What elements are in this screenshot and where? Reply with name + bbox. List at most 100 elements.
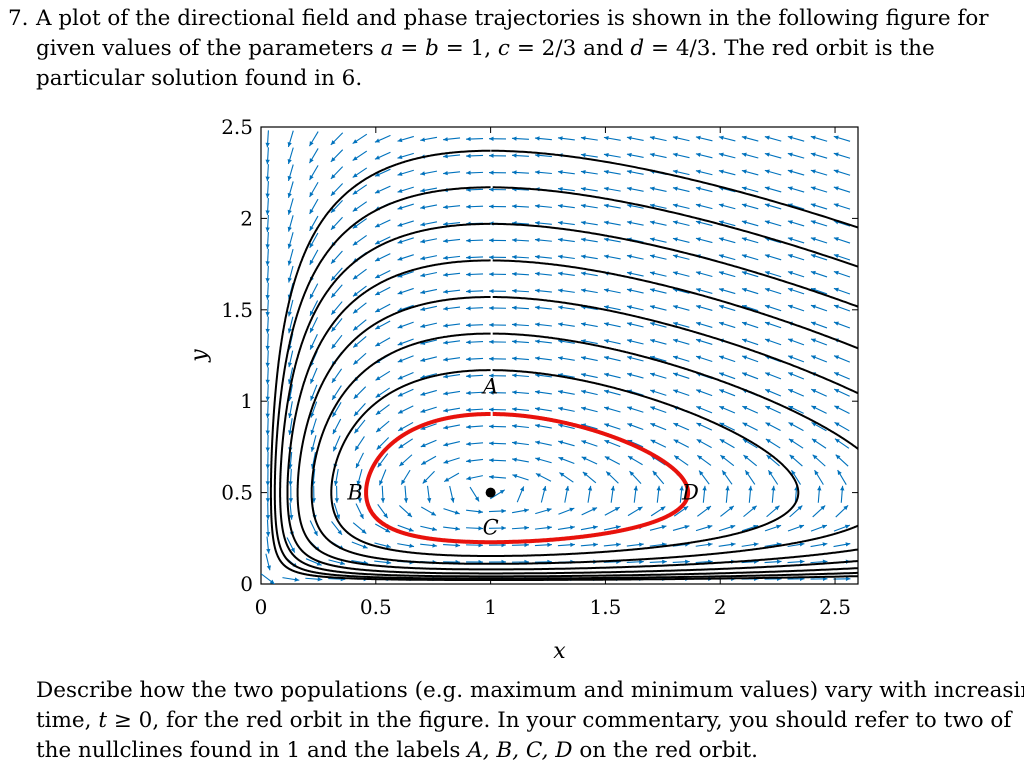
field-arrow: [352, 218, 367, 229]
field-arrow: [511, 237, 529, 243]
field-arrow: [466, 526, 484, 531]
y-tick-label: 0.5: [221, 481, 253, 505]
field-arrow: [488, 339, 507, 345]
field-arrow: [534, 203, 552, 209]
intro-line-1: 7. A plot of the directional field and ph…: [8, 4, 1014, 34]
field-arrow: [718, 203, 736, 210]
field-arrow: [397, 372, 414, 380]
field-arrow: [833, 253, 851, 261]
field-arrow: [696, 422, 713, 431]
field-arrow: [672, 135, 690, 142]
field-arrow: [397, 203, 414, 210]
intro-line-2: given values of the parameters a = b = 1…: [36, 36, 935, 61]
field-arrow: [837, 469, 847, 485]
field-arrow: [310, 418, 317, 435]
field-arrow: [265, 367, 270, 385]
field-arrow: [511, 525, 529, 531]
problem-intro: 7. A plot of the directional field and ph…: [8, 4, 1014, 94]
field-arrow: [397, 388, 414, 397]
field-arrow: [420, 204, 438, 210]
field-arrow: [605, 471, 619, 484]
field-arrow: [558, 456, 575, 464]
field-arrow: [288, 401, 293, 419]
field-arrow: [557, 288, 575, 293]
field-arrow: [331, 334, 343, 350]
field-arrow: [557, 322, 575, 327]
field-arrow: [534, 220, 552, 226]
field-arrow: [580, 237, 598, 243]
field-arrow: [764, 338, 782, 346]
field-arrow: [309, 148, 319, 164]
field-arrow: [791, 469, 801, 485]
y-tick-label: 1: [240, 389, 253, 413]
field-arrow: [511, 407, 529, 412]
orbit-label-b: B: [346, 481, 362, 505]
field-arrow: [741, 169, 759, 176]
field-arrow: [626, 135, 644, 142]
field-arrow: [330, 132, 344, 146]
field-arrow: [420, 455, 437, 466]
field-arrow: [309, 334, 318, 350]
field-arrow: [466, 458, 484, 464]
field-arrow: [330, 284, 343, 299]
field-arrow: [695, 542, 713, 547]
field-arrow: [649, 271, 667, 277]
field-arrow: [673, 422, 690, 431]
field-arrow: [787, 372, 805, 380]
field-arrow: [626, 305, 644, 311]
field-arrow: [817, 485, 822, 503]
field-arrow: [397, 524, 414, 532]
field-arrow: [534, 542, 552, 548]
field-arrow: [443, 357, 461, 362]
field-arrow: [649, 254, 667, 260]
field-arrow: [833, 321, 851, 329]
field-arrow: [511, 254, 529, 260]
field-arrow: [397, 405, 414, 414]
field-arrow: [534, 406, 552, 412]
field-arrow: [764, 321, 782, 329]
field-arrow: [787, 237, 805, 244]
field-arrow: [330, 250, 343, 265]
field-arrow: [603, 406, 621, 413]
field-arrow: [466, 238, 484, 243]
field-arrow: [810, 355, 828, 363]
field-arrow: [420, 423, 437, 430]
field-arrow: [534, 390, 552, 395]
field-arrow: [672, 220, 690, 227]
field-arrow: [603, 338, 621, 345]
field-arrow: [443, 543, 461, 548]
field-arrow: [649, 559, 667, 564]
field-arrow: [580, 355, 598, 362]
field-arrow: [741, 237, 759, 244]
field-arrow: [488, 373, 507, 378]
field-arrow: [626, 542, 644, 547]
field-arrow: [834, 405, 850, 414]
field-arrow: [332, 435, 341, 452]
field-arrow: [695, 220, 713, 227]
field-arrow: [626, 355, 644, 362]
y-tick-label: 0: [240, 572, 253, 596]
field-arrow: [627, 455, 643, 466]
field-arrow: [397, 355, 414, 363]
field-arrow: [265, 401, 270, 419]
field-arrow: [626, 372, 644, 379]
field-arrow: [511, 288, 529, 294]
field-arrow: [353, 402, 366, 417]
x-tick-label: 2: [714, 595, 727, 619]
field-arrow: [649, 220, 667, 226]
field-arrow: [626, 152, 644, 158]
field-arrow: [696, 405, 713, 414]
field-arrow: [353, 386, 367, 400]
black-trajectory: [310, 332, 858, 565]
field-arrow: [765, 422, 781, 432]
field-arrow: [330, 301, 343, 316]
field-arrow: [649, 288, 667, 294]
orbit-label-d: D: [681, 481, 699, 505]
field-arrow: [741, 186, 759, 193]
field-arrow: [741, 271, 759, 278]
question-line-2: time, t ≥ 0, for the red orbit in the fi…: [36, 708, 1012, 733]
field-arrow: [764, 388, 782, 397]
field-arrow: [443, 154, 461, 159]
field-arrow: [580, 288, 598, 294]
field-arrow: [287, 299, 294, 317]
